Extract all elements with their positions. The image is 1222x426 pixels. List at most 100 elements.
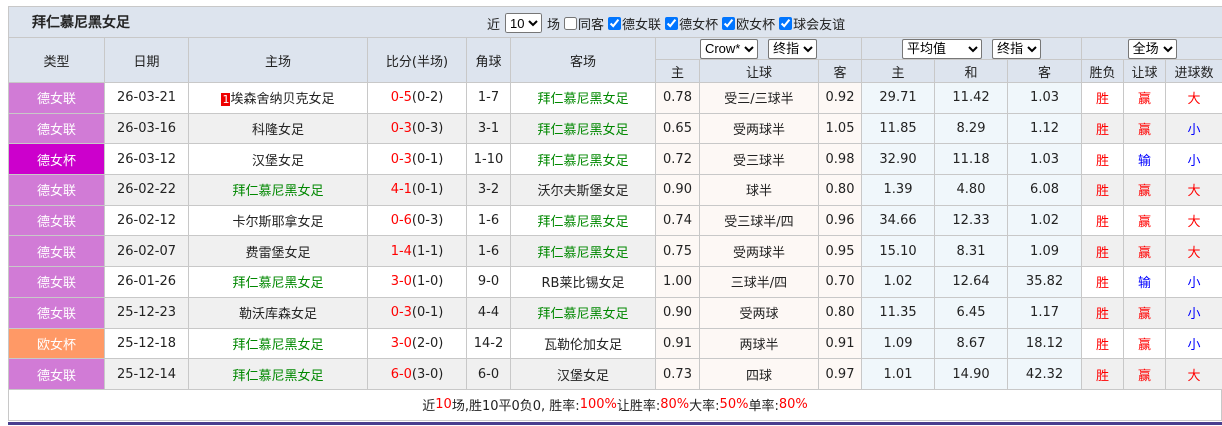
away-team-link[interactable]: 瓦勒伦加女足 (510, 327, 656, 360)
ah-away-odds: 0.91 (817, 327, 863, 360)
eu-away-odds: 1.09 (1007, 235, 1083, 268)
ah-line: 球半 (699, 174, 819, 206)
eu-draw-odds: 12.64 (934, 266, 1009, 298)
eu-home-odds: 11.35 (861, 296, 936, 329)
eu-home-odds: 1.02 (861, 266, 936, 298)
competition-type-link[interactable]: 德女联 (8, 174, 105, 206)
eu-draw-odds: 8.67 (934, 327, 1009, 360)
home-team-link[interactable]: 科隆女足 (188, 112, 368, 145)
eu-away-odds: 6.08 (1007, 174, 1083, 206)
period-select[interactable]: 全场 (1127, 38, 1177, 59)
recent-label: 近 (487, 17, 501, 33)
summary: 近 10 场,胜10平0负0, 胜率: 100% 让胜率: 80% 大率: 50% 单率:… (8, 389, 1222, 421)
eu-away-odds: 18.12 (1007, 327, 1083, 360)
home-team-link[interactable]: 勒沃库森女足 (188, 296, 368, 329)
competition-type-link[interactable]: 欧女杯 (8, 327, 105, 360)
eu-home-odds: 1.09 (861, 327, 936, 360)
competition-type-link[interactable]: 德女联 (8, 296, 105, 329)
col-ah-home: 主 (655, 59, 700, 83)
score-link[interactable]: 1-4(1-1) (367, 235, 467, 268)
home-team-link[interactable]: 拜仁慕尼黑女足 (188, 174, 368, 206)
eu-home-odds: 11.85 (861, 112, 936, 145)
competition-checkbox[interactable] (722, 16, 736, 30)
competition-type-link[interactable]: 德女联 (8, 204, 105, 237)
score-link[interactable]: 0-6(0-3) (367, 204, 467, 237)
home-team-name: 卡尔斯耶拿女足 (232, 215, 324, 231)
away-team-link[interactable]: RB莱比锡女足 (510, 266, 656, 298)
score-link[interactable]: 3-0(1-0) (367, 266, 467, 298)
filters: 近 10 场 同客 德女联 德女杯 欧女杯 球会友谊 (487, 13, 845, 33)
score-link[interactable]: 4-1(0-1) (367, 174, 467, 206)
score-link[interactable]: 3-0(2-0) (367, 327, 467, 360)
away-team-link[interactable]: 拜仁慕尼黑女足 (510, 204, 656, 237)
ah-line: 受两球半 (699, 235, 819, 268)
competition-label: 德女杯 (679, 17, 719, 33)
half-score: (0-1) (411, 305, 444, 321)
competition-type-link[interactable]: 德女联 (8, 358, 105, 390)
result-handicap: 赢 (1123, 82, 1167, 114)
corners: 14-2 (466, 327, 511, 360)
result-handicap: 输 (1123, 266, 1167, 298)
result-over-under: 大 (1165, 235, 1222, 268)
competition-type-link[interactable]: 德女杯 (8, 143, 105, 176)
result-win-loss: 胜 (1081, 235, 1125, 268)
home-team-link[interactable]: 汉堡女足 (188, 143, 368, 176)
same-venue-label: 同客 (578, 17, 605, 33)
score-link[interactable]: 0-3(0-1) (367, 296, 467, 329)
result-handicap: 赢 (1123, 204, 1167, 237)
full-score: 3-0 (390, 274, 412, 290)
away-team-link[interactable]: 拜仁慕尼黑女足 (510, 296, 656, 329)
away-team-link[interactable]: 汉堡女足 (510, 358, 656, 390)
recent-count-select[interactable]: 10 (505, 13, 543, 33)
away-team-link[interactable]: 拜仁慕尼黑女足 (510, 82, 656, 114)
home-team-link[interactable]: 1埃森舍纳贝克女足 (188, 82, 368, 114)
competition-label: 德女联 (622, 17, 662, 33)
home-team-link[interactable]: 卡尔斯耶拿女足 (188, 204, 368, 237)
away-team-name: 沃尔夫斯堡女足 (537, 184, 629, 200)
home-team-link[interactable]: 拜仁慕尼黑女足 (188, 358, 368, 390)
result-over-under: 小 (1165, 327, 1222, 360)
match-date: 25-12-23 (104, 296, 189, 329)
away-team-link[interactable]: 拜仁慕尼黑女足 (510, 112, 656, 145)
average-select[interactable]: 平均值 (901, 38, 982, 59)
score-link[interactable]: 0-5(0-2) (367, 82, 467, 114)
competition-checkbox[interactable] (608, 16, 622, 30)
away-team-link[interactable]: 沃尔夫斯堡女足 (510, 174, 656, 206)
eu-draw-odds: 4.80 (934, 174, 1009, 206)
home-team-link[interactable]: 费雷堡女足 (188, 235, 368, 268)
team-title: 拜仁慕尼黑女足 (32, 15, 130, 31)
home-team-link[interactable]: 拜仁慕尼黑女足 (188, 266, 368, 298)
eu-away-odds: 35.82 (1007, 266, 1083, 298)
competition-type-link[interactable]: 德女联 (8, 112, 105, 145)
score-link[interactable]: 0-3(0-1) (367, 143, 467, 176)
handicap-type-select[interactable]: 终指 (768, 38, 818, 59)
eu-away-odds: 1.12 (1007, 112, 1083, 145)
recent-matches-panel: 拜仁慕尼黑女足 近 10 场 同客 德女联 德女杯 欧女杯 球会友谊 类型 日期 主场… (8, 6, 1222, 421)
score-link[interactable]: 6-0(3-0) (367, 358, 467, 390)
company-select[interactable]: Crow* (699, 38, 758, 59)
competition-checkbox[interactable] (779, 16, 793, 30)
table-row: 德女联 25-12-14 拜仁慕尼黑女足 6-0(3-0) 6-0 汉堡女足 0… (8, 358, 1222, 390)
full-score: 0-6 (390, 213, 412, 229)
competition-type-link[interactable]: 德女联 (8, 266, 105, 298)
col-date: 日期 (104, 37, 189, 83)
ah-home-odds: 0.65 (655, 112, 700, 145)
result-handicap: 赢 (1123, 112, 1167, 145)
home-team-name: 拜仁慕尼黑女足 (232, 368, 324, 384)
europe-type-select[interactable]: 终指 (992, 38, 1042, 59)
same-venue-checkbox[interactable] (564, 16, 578, 30)
ah-line: 受两球半 (699, 112, 819, 145)
ah-home-odds: 0.90 (655, 174, 700, 206)
full-score: 1-4 (390, 243, 412, 259)
result-over-under: 大 (1165, 82, 1222, 114)
score-link[interactable]: 0-3(0-3) (367, 112, 467, 145)
competition-type-link[interactable]: 德女联 (8, 82, 105, 114)
result-handicap: 输 (1123, 143, 1167, 176)
competition-checkbox[interactable] (665, 16, 679, 30)
competition-type-link[interactable]: 德女联 (8, 235, 105, 268)
away-team-link[interactable]: 拜仁慕尼黑女足 (510, 235, 656, 268)
home-team-link[interactable]: 拜仁慕尼黑女足 (188, 327, 368, 360)
away-team-name: 拜仁慕尼黑女足 (537, 92, 629, 108)
away-team-link[interactable]: 拜仁慕尼黑女足 (510, 143, 656, 176)
col-result-ou: 进球数 (1165, 59, 1222, 83)
